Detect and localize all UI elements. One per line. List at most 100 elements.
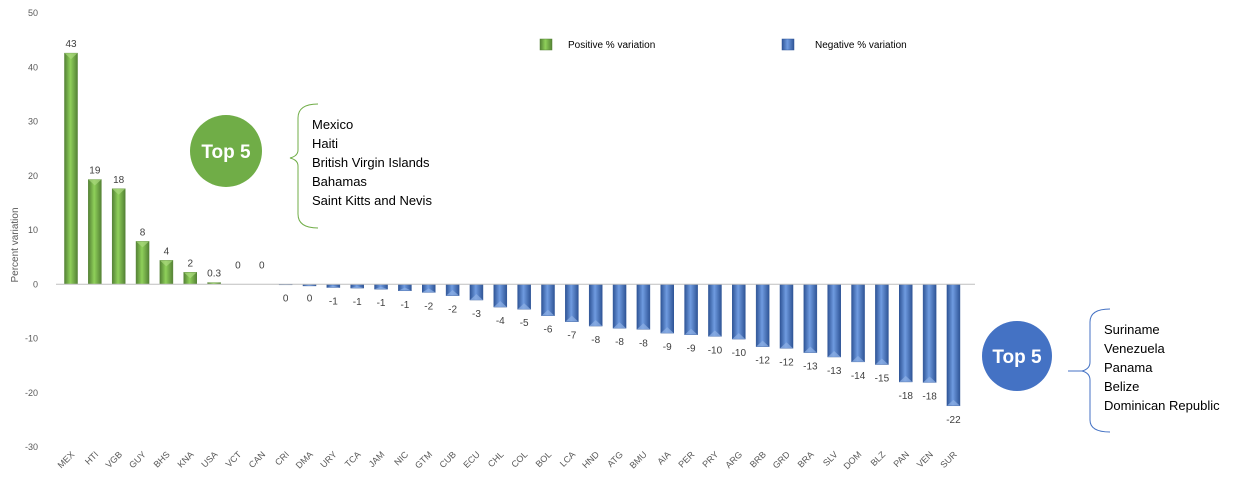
bar-cap-NIC [398, 287, 412, 291]
data-label-BRB: -12 [755, 356, 770, 367]
brace-positive [289, 103, 319, 229]
bar-cap-HND [589, 320, 603, 327]
top5-list-item: Haiti [312, 136, 339, 151]
top5-positive-badge-label: Top 5 [201, 142, 251, 163]
bar-DOM [851, 284, 865, 363]
bar-ARG [732, 284, 746, 340]
bar-cap-VEN [923, 376, 937, 383]
x-tick-GRD: GRD [771, 449, 793, 471]
x-tick-DOM: DOM [842, 449, 864, 471]
bar-cap-MEX [64, 53, 78, 60]
bar-VGB [111, 188, 126, 285]
bar-VEN [922, 284, 937, 383]
data-label-ARG: -10 [732, 348, 747, 359]
x-tick-GUY: GUY [127, 449, 148, 470]
x-tick-DMA: DMA [294, 449, 315, 470]
data-label-BRA: -13 [803, 362, 818, 373]
top5-negative-badge [982, 321, 1052, 391]
x-tick-URY: URY [318, 449, 338, 469]
x-tick-CAN: CAN [247, 449, 268, 470]
x-tick-COL: COL [509, 449, 529, 469]
x-tick-AIA: AIA [655, 449, 672, 466]
callout-top-negative: Top 5 [982, 308, 1111, 433]
bar-cap-ECU [469, 293, 483, 300]
top5-positive-badge [190, 115, 262, 187]
y-tick-label: 0 [33, 279, 38, 289]
bar-BRA [803, 284, 818, 353]
data-label-SUR: -22 [946, 415, 961, 426]
top5-positive-list: Mexico Haiti British Virgin Islands Bahamas… [312, 115, 432, 210]
x-tick-MEX: MEX [56, 449, 77, 470]
bar-GUY [135, 241, 150, 285]
bar-cap-HTI [88, 179, 102, 186]
x-tick-BOL: BOL [534, 449, 554, 469]
data-label-USA: 0.3 [207, 269, 221, 280]
x-tick-ATG: ATG [605, 449, 625, 469]
data-label-NIC: -1 [400, 300, 409, 311]
x-tick-VGB: VGB [104, 449, 125, 470]
x-tick-SLV: SLV [821, 449, 840, 468]
top5-list-item: British Virgin Islands [312, 155, 430, 170]
x-tick-GTM: GTM [413, 449, 434, 470]
data-label-KNA: 2 [187, 258, 193, 269]
x-tick-HTI: HTI [83, 449, 100, 466]
bar-cap-TCA [350, 286, 364, 289]
data-label-VEN: -18 [922, 391, 937, 402]
data-label-URY: -1 [329, 297, 338, 308]
bar-cap-SUR [946, 399, 960, 406]
bar-cap-BHS [159, 260, 173, 267]
x-tick-BMU: BMU [628, 449, 649, 470]
x-tick-ARG: ARG [723, 449, 744, 470]
bar-cap-DMA [303, 285, 316, 286]
data-label-BLZ: -15 [875, 374, 890, 385]
x-tick-KNA: KNA [176, 449, 196, 469]
top5-list-item: Suriname [1104, 322, 1160, 337]
data-label-TCA: -1 [353, 297, 362, 308]
bar-cap-COL [517, 303, 531, 310]
x-tick-PER: PER [676, 449, 697, 470]
data-label-GRD: -12 [779, 357, 794, 368]
x-tick-BHS: BHS [152, 449, 172, 469]
bar-cap-AIA [660, 327, 674, 334]
legend-label-positive: Positive % variation [568, 40, 655, 51]
y-tick-label: 40 [28, 62, 38, 72]
callout-top-positive: Top 5 [190, 103, 319, 229]
bar-cap-GUY [136, 241, 150, 248]
y-axis-ticks: 50 40 30 20 10 0 -10 -20 -30 [25, 8, 38, 452]
x-axis-ticks: MEX HTI VGB GUY BHS KNA USA VCT CAN CRI DMA URY TCA J… [56, 449, 960, 471]
bar-cap-BMU [636, 323, 650, 330]
bar-cap-DOM [851, 355, 865, 362]
y-tick-label: 50 [28, 8, 38, 18]
x-tick-CRI: CRI [273, 449, 291, 467]
data-label-CAN: 0 [259, 260, 265, 271]
bar-cap-VGB [112, 188, 126, 195]
bar-cap-SLV [827, 350, 841, 357]
top5-list-item: Panama [1104, 360, 1153, 375]
data-label-PAN: -18 [899, 391, 914, 402]
x-tick-USA: USA [199, 449, 219, 469]
bar-PAN [899, 284, 913, 383]
data-label-GUY: 8 [140, 227, 146, 238]
x-tick-TCA: TCA [343, 449, 363, 469]
data-label-BMU: -8 [639, 338, 648, 349]
top5-list-item: Mexico [312, 117, 354, 132]
data-label-VGB: 18 [113, 175, 125, 186]
x-tick-VCT: VCT [224, 449, 244, 469]
data-label-HTI: 19 [89, 166, 101, 177]
top5-list-item: Venezuela [1104, 341, 1165, 356]
data-label-COL: -5 [520, 318, 529, 329]
data-labels: 43 19 18 8 4 2 0.3 0 0 0 0 -1 -1 -1 -1 -2 -2 -3 -4 -5 -6 -7 -8… [65, 39, 961, 426]
x-tick-PAN: PAN [891, 449, 911, 469]
bar-cap-GTM [422, 288, 436, 293]
bar-cap-CHL [493, 301, 507, 308]
top5-list-item: Belize [1104, 379, 1140, 394]
y-tick-label: -10 [25, 334, 38, 344]
x-tick-SUR: SUR [938, 449, 959, 470]
bar-GRD [779, 284, 794, 349]
data-label-CHL: -4 [496, 316, 505, 327]
bar-SLV [827, 284, 841, 358]
bar-cap-GRD [780, 342, 793, 349]
y-axis-label: Percent variation [10, 207, 21, 282]
top5-list-item: Dominican Republic [1104, 398, 1220, 413]
data-label-GTM: -2 [424, 301, 433, 312]
